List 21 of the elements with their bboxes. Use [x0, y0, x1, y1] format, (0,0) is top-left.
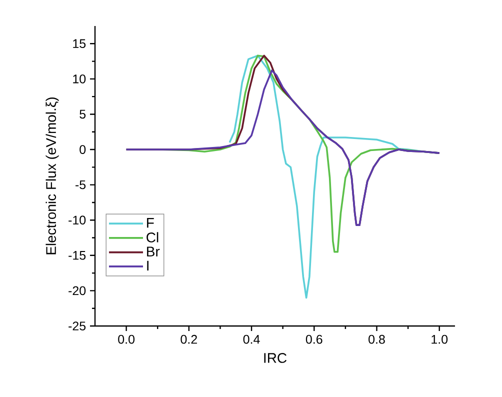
- y-tick-label: -5: [76, 180, 86, 190]
- x-tick-label: 0.2: [180, 334, 197, 344]
- y-tick-label: 0: [80, 145, 86, 154]
- legend-label: I: [147, 260, 148, 270]
- legend-label: F: [147, 218, 154, 228]
- legend-label: Cl: [146, 232, 158, 242]
- y-tick-label: 15: [73, 39, 86, 48]
- y-tick-label: -20: [68, 286, 86, 296]
- y-tick-label: -25: [68, 322, 86, 330]
- x-tick-label: 0.0: [118, 334, 135, 344]
- x-tick-label: 0.8: [368, 334, 385, 344]
- x-tick-label: 1.0: [432, 334, 448, 344]
- y-axis-title: Electronic Flux (eV/mol.ξ): [46, 98, 59, 254]
- x-axis-title: IRC: [264, 353, 287, 363]
- y-tick-label: -15: [68, 251, 86, 260]
- x-tick-label: 0.4: [243, 334, 260, 344]
- y-tick-label: 10: [73, 74, 86, 84]
- y-tick-label: 5: [80, 110, 86, 119]
- x-tick-label: 0.6: [306, 334, 322, 344]
- y-tick-label: -10: [68, 216, 86, 225]
- legend-label: Br: [147, 246, 160, 256]
